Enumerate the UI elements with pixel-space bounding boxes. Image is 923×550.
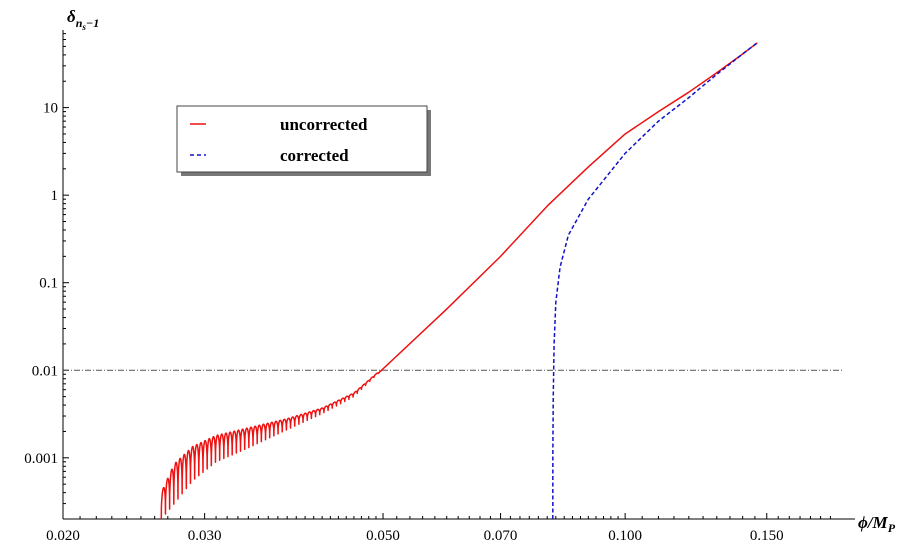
ticks-layer: 0.020 0.030 0.050 0.070 0.100 0.150 0.001 0.01 0… — [24, 33, 831, 544]
y-axis-label-sub: n — [76, 16, 83, 30]
series-layer — [160, 42, 758, 520]
y-tick-label-0: 0.001 — [24, 451, 58, 467]
y-axis-label-suffix: −1 — [86, 16, 99, 30]
legend-label-uncorrected: uncorrected — [280, 115, 368, 134]
y-tick-label-3: 1 — [51, 188, 59, 204]
x-tick-label-2: 0.050 — [366, 528, 400, 544]
x-axis-label-sub: P — [888, 521, 896, 535]
y-tick-label-2: 0.1 — [39, 276, 58, 292]
x-tick-label-1: 0.030 — [188, 528, 222, 544]
legend-label-corrected: corrected — [280, 146, 349, 165]
y-axis-label-subsub: s — [81, 22, 86, 32]
y-tick-label-1: 0.01 — [32, 363, 58, 379]
series-line-corrected — [552, 42, 758, 520]
x-tick-label-5: 0.150 — [750, 528, 784, 544]
legend: uncorrected corrected — [176, 105, 431, 176]
y-axis-label: δns−1 — [67, 7, 99, 32]
x-tick-label-0: 0.020 — [46, 528, 80, 544]
axes — [62, 30, 855, 520]
legend-box — [176, 105, 428, 173]
x-axis-label: ϕ/MP — [858, 513, 896, 535]
y-axis-label-main: δ — [67, 7, 76, 26]
y-tick-label-4: 10 — [43, 101, 58, 117]
x-tick-label-4: 0.100 — [608, 528, 642, 544]
x-axis-label-main: ϕ/M — [858, 513, 889, 532]
series-line-uncorrected — [160, 42, 758, 520]
x-tick-label-3: 0.070 — [484, 528, 518, 544]
